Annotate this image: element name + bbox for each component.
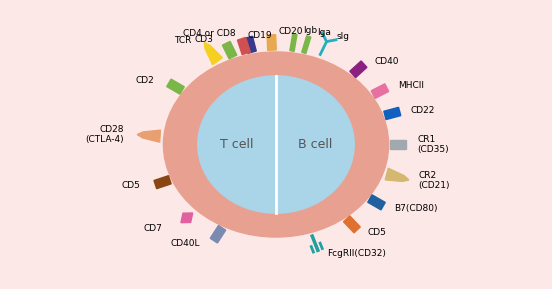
Polygon shape [390, 140, 406, 149]
Text: CD40: CD40 [374, 57, 399, 66]
Text: sIg: sIg [337, 32, 350, 41]
Text: MHCII: MHCII [398, 81, 424, 90]
Polygon shape [384, 107, 401, 120]
Text: CD5: CD5 [121, 181, 140, 190]
Text: CD19: CD19 [248, 31, 273, 40]
Polygon shape [290, 34, 297, 51]
Text: CD3: CD3 [194, 35, 213, 44]
Text: Iga: Iga [317, 28, 331, 37]
Text: CD4 or CD8: CD4 or CD8 [183, 29, 236, 38]
Polygon shape [267, 35, 277, 50]
Polygon shape [302, 36, 311, 53]
Text: FcgRII(CD32): FcgRII(CD32) [327, 249, 386, 258]
Polygon shape [368, 195, 385, 210]
Text: CD22: CD22 [411, 106, 436, 115]
Text: B7(CD80): B7(CD80) [394, 203, 438, 212]
Text: CD5: CD5 [368, 228, 386, 237]
Text: CD28
(CTLA-4): CD28 (CTLA-4) [85, 125, 124, 144]
Polygon shape [343, 216, 360, 233]
Ellipse shape [163, 52, 389, 237]
Text: T cell: T cell [220, 138, 253, 151]
Polygon shape [154, 176, 171, 189]
Text: CR2
(CD21): CR2 (CD21) [418, 171, 450, 190]
Text: CD7: CD7 [143, 224, 162, 233]
Text: Igb: Igb [303, 26, 317, 35]
Text: CR1
(CD35): CR1 (CD35) [417, 135, 449, 154]
Polygon shape [350, 61, 367, 78]
Polygon shape [371, 84, 389, 99]
Text: CD2: CD2 [135, 77, 154, 86]
Polygon shape [244, 36, 256, 53]
Polygon shape [137, 130, 161, 142]
Text: B cell: B cell [298, 138, 332, 151]
Text: TCR: TCR [174, 36, 192, 45]
Polygon shape [204, 42, 222, 65]
Polygon shape [237, 38, 251, 55]
Polygon shape [385, 168, 409, 181]
Polygon shape [167, 79, 184, 94]
Ellipse shape [198, 76, 354, 213]
Polygon shape [210, 225, 226, 243]
Polygon shape [181, 213, 193, 223]
Text: CD20: CD20 [279, 27, 303, 36]
Polygon shape [222, 41, 237, 59]
Text: CD40L: CD40L [171, 239, 200, 248]
